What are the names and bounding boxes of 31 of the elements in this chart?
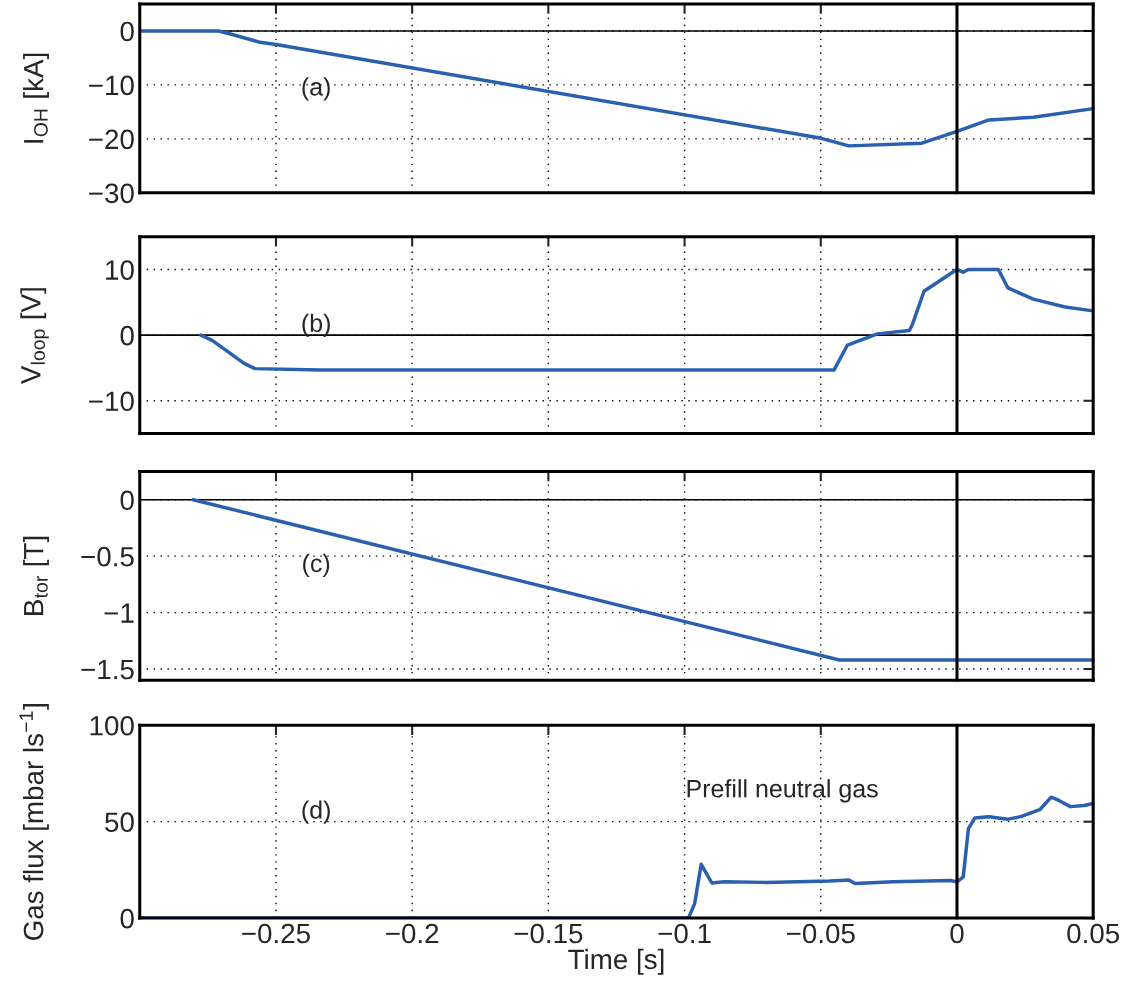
y-tick-label: 0 — [120, 21, 134, 42]
y-tick-label: −0.5 — [81, 546, 134, 567]
x-tick-label: −0.15 — [514, 923, 583, 944]
y-tick-label: −1 — [104, 603, 134, 623]
y-tick-label: −30 — [89, 183, 134, 204]
y-axis-title: V$_{loop}$ [V] — [20, 288, 49, 385]
x-tick-label: 0.05 — [1067, 923, 1120, 944]
annotation: (c) — [303, 553, 330, 578]
x-axis-title: Time [s] — [568, 948, 664, 975]
annotation: Prefill neutral gas — [687, 779, 878, 803]
x-tick-label: −0.1 — [658, 923, 711, 944]
x-tick-label: 0 — [950, 923, 964, 944]
y-tick-label: 50 — [105, 812, 134, 833]
y-tick-label: 0 — [120, 908, 134, 929]
y-tick-label: −10 — [89, 391, 134, 412]
y-tick-label: −10 — [89, 75, 134, 96]
y-tick-label: −20 — [89, 129, 134, 150]
annotation: (d) — [302, 800, 330, 824]
y-tick-label: 0 — [120, 490, 134, 511]
y-tick-label: −1.5 — [81, 659, 134, 680]
x-tick-label: −0.2 — [386, 923, 439, 944]
y-tick-label: 0 — [120, 325, 134, 346]
y-axis-title: I$_{OH}$ [kA] — [23, 53, 49, 143]
y-axis-title: Gas flux [mbar ls$^{−1}$] — [19, 704, 49, 940]
x-tick-label: −0.25 — [242, 923, 310, 944]
annotation: (b) — [302, 313, 330, 337]
y-axis-title: B$_{tor}$ [T] — [23, 536, 49, 615]
annotation: (a) — [302, 77, 330, 101]
y-tick-label: 10 — [106, 260, 134, 280]
x-tick-label: −0.05 — [787, 923, 855, 944]
y-tick-label: 100 — [90, 715, 134, 736]
